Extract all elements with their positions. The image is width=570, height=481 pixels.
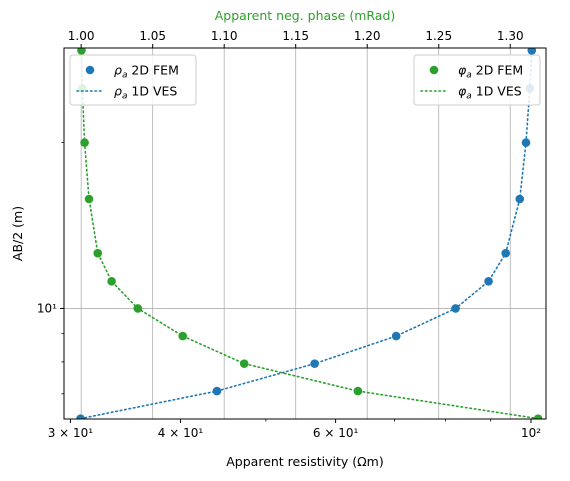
series-layer [76, 48, 543, 419]
plot-frame [63, 47, 547, 420]
bottom-tick-label: 6 × 10¹ [313, 426, 359, 440]
top-tick-label: 1.00 [68, 29, 95, 43]
bottom-tick-label: 4 × 10¹ [158, 426, 204, 440]
data-point [84, 194, 94, 204]
bottom-tick-label: 3 × 10¹ [48, 426, 94, 440]
legend-box [69, 54, 197, 106]
y-axis-title: AB/2 (m) [10, 206, 25, 261]
top-tick-label: 1.15 [282, 29, 309, 43]
legend-marker [85, 65, 95, 75]
top-tick-label: 1.20 [354, 29, 381, 43]
top-tick-label: 1.05 [139, 29, 166, 43]
data-point [391, 331, 401, 341]
grid-layer [64, 48, 546, 419]
top-tick-label: 1.30 [497, 29, 524, 43]
legend-label: φa 2D FEM [458, 63, 523, 81]
data-point [484, 277, 493, 286]
top-axis-title: Apparent neg. phase (mRad) [215, 8, 396, 23]
legend-box [413, 54, 541, 106]
data-point [353, 386, 363, 396]
legend-label: ρa 2D FEM [114, 63, 179, 81]
y-tick-label: 10¹ [37, 301, 57, 315]
legend-layer: ρa 2D FEM ρa 1D VES φa 2D FEM φa 1D VES [69, 54, 541, 106]
series-line [79, 49, 533, 419]
x-axis-title: Apparent resistivity (Ωm) [226, 454, 383, 469]
data-point [533, 414, 543, 419]
bottom-tick-label: 10² [521, 426, 541, 440]
legend-marker [429, 65, 439, 75]
data-point [76, 414, 85, 419]
legend-label: ρa 1D VES [114, 84, 177, 102]
tick-layer: 1.00 1.05 1.10 1.15 1.20 1.25 1.30 3 × 10¹ 4 × 1… [37, 29, 541, 440]
data-point [107, 277, 116, 286]
top-tick-label: 1.25 [425, 29, 452, 43]
series-line [80, 49, 539, 419]
data-point [93, 248, 103, 258]
data-point [77, 48, 86, 55]
legend-label: φa 1D VES [458, 84, 522, 102]
top-tick-label: 1.10 [211, 29, 238, 43]
